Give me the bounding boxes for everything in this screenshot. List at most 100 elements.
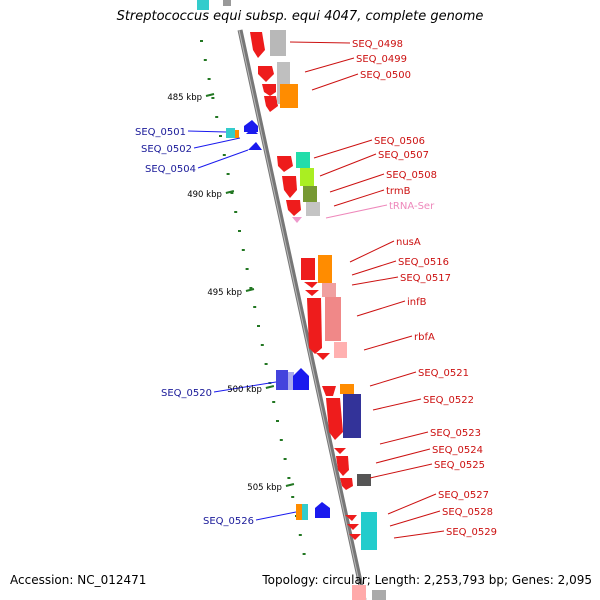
gene-block[interactable] — [318, 255, 332, 283]
tick-label: 505 kbp — [247, 483, 282, 493]
gene-arrow[interactable] — [250, 32, 265, 58]
genome-summary: Topology: circular; Length: 2,253,793 bp… — [262, 573, 592, 587]
gene-arrow[interactable] — [349, 534, 361, 540]
gene-block[interactable] — [296, 152, 310, 168]
gene-arrow[interactable] — [248, 142, 262, 150]
gene-label[interactable]: SEQ_0528 — [442, 507, 493, 518]
gene-label[interactable]: SEQ_0523 — [430, 428, 481, 439]
gene-label[interactable]: infB — [407, 297, 427, 308]
genome-backbone — [237, 29, 367, 600]
gene-label[interactable]: SEQ_0501 — [135, 127, 186, 138]
gene-arrow[interactable] — [336, 456, 349, 476]
connector-line — [193, 137, 241, 149]
guide-dot — [215, 116, 219, 118]
gene-block[interactable] — [280, 84, 298, 108]
gene-block[interactable] — [300, 168, 314, 186]
gene-arrow[interactable] — [305, 290, 319, 296]
gene-arrow[interactable] — [307, 298, 322, 354]
gene-block[interactable] — [303, 186, 317, 202]
gene-arrow[interactable] — [316, 353, 330, 360]
guide-dot — [257, 325, 260, 327]
gene-block[interactable] — [235, 130, 239, 138]
gene-label[interactable]: SEQ_0502 — [141, 144, 192, 155]
guide-dot — [279, 439, 283, 441]
gene-label[interactable]: SEQ_0521 — [418, 368, 469, 379]
trna-arrow[interactable] — [292, 217, 302, 223]
guide-dot — [230, 192, 234, 194]
gene-label[interactable]: nusA — [396, 237, 421, 248]
gene-arrow[interactable] — [334, 448, 346, 454]
guide-dot — [238, 230, 241, 232]
gene-block[interactable] — [372, 590, 386, 600]
gene-arrow[interactable] — [340, 478, 353, 490]
connector-line — [375, 448, 431, 464]
gene-arrow[interactable] — [293, 368, 309, 390]
gene-block[interactable] — [270, 30, 286, 56]
gene-arrow[interactable] — [286, 200, 301, 216]
gene-label[interactable]: SEQ_0527 — [438, 490, 489, 501]
tick-label: 490 kbp — [187, 190, 222, 200]
connector-line — [333, 189, 385, 207]
gene-label[interactable]: SEQ_0500 — [360, 70, 411, 81]
gene-label[interactable]: trmB — [386, 186, 411, 197]
guide-dot — [260, 344, 264, 346]
guide-dot — [200, 40, 203, 42]
gene-block[interactable] — [352, 585, 366, 600]
gene-block[interactable] — [322, 283, 336, 297]
gene-arrow[interactable] — [282, 176, 297, 198]
gene-arrow[interactable] — [347, 524, 359, 530]
gene-label[interactable]: SEQ_0524 — [432, 445, 483, 456]
gene-arrow[interactable] — [326, 398, 343, 440]
gene-block[interactable] — [226, 128, 235, 138]
gene-arrow[interactable] — [315, 502, 330, 518]
gene-arrow[interactable] — [277, 156, 293, 172]
guide-dot — [226, 173, 230, 175]
connector-line — [393, 530, 445, 539]
gene-block[interactable] — [296, 504, 302, 520]
gene-arrow[interactable] — [345, 515, 357, 521]
gene-label[interactable]: SEQ_0529 — [446, 527, 497, 538]
gene-label[interactable]: SEQ_0507 — [378, 150, 429, 161]
gene-label[interactable]: rbfA — [414, 332, 435, 343]
gene-block[interactable] — [302, 504, 308, 520]
gene-block[interactable] — [340, 384, 354, 394]
gene-block[interactable] — [334, 342, 347, 358]
gene-label[interactable]: SEQ_0499 — [356, 54, 407, 65]
gene-label[interactable]: SEQ_0526 — [203, 516, 254, 527]
gene-label[interactable]: SEQ_0498 — [352, 39, 403, 50]
gene-label[interactable]: SEQ_0525 — [434, 460, 485, 471]
gene-arrow[interactable] — [262, 84, 276, 96]
gene-arrow[interactable] — [246, 128, 258, 134]
gene-arrow[interactable] — [244, 120, 258, 132]
connector-line — [372, 398, 422, 411]
gene-block[interactable] — [357, 474, 371, 486]
gene-block[interactable] — [197, 0, 209, 10]
guide-dot — [219, 135, 222, 137]
gene-label[interactable]: SEQ_0516 — [398, 257, 449, 268]
gene-block[interactable] — [223, 0, 231, 6]
gene-block[interactable] — [276, 370, 288, 390]
gene-features — [250, 30, 386, 600]
gene-block[interactable] — [325, 297, 341, 341]
gene-block[interactable] — [306, 202, 320, 216]
guide-dot — [234, 211, 238, 213]
connector-line — [213, 381, 277, 393]
connector-line — [369, 463, 433, 479]
gene-arrow[interactable] — [264, 96, 278, 112]
gene-block[interactable] — [301, 258, 315, 280]
gene-label[interactable]: SEQ_0520 — [161, 388, 212, 399]
gene-arrow[interactable] — [304, 282, 318, 288]
tick-mark — [205, 93, 215, 97]
gene-block[interactable] — [361, 512, 377, 550]
gene-label[interactable]: SEQ_0508 — [386, 170, 437, 181]
gene-label[interactable]: tRNA-Ser — [389, 201, 435, 212]
gene-label[interactable]: SEQ_0517 — [400, 273, 451, 284]
gene-block[interactable] — [343, 394, 361, 438]
gene-label[interactable]: SEQ_0504 — [145, 164, 196, 175]
gene-label[interactable]: SEQ_0522 — [423, 395, 474, 406]
guide-dot — [241, 249, 245, 251]
gene-arrow[interactable] — [322, 386, 336, 396]
gene-block[interactable] — [288, 372, 294, 390]
gene-arrow[interactable] — [258, 66, 274, 82]
gene-label[interactable]: SEQ_0506 — [374, 136, 425, 147]
